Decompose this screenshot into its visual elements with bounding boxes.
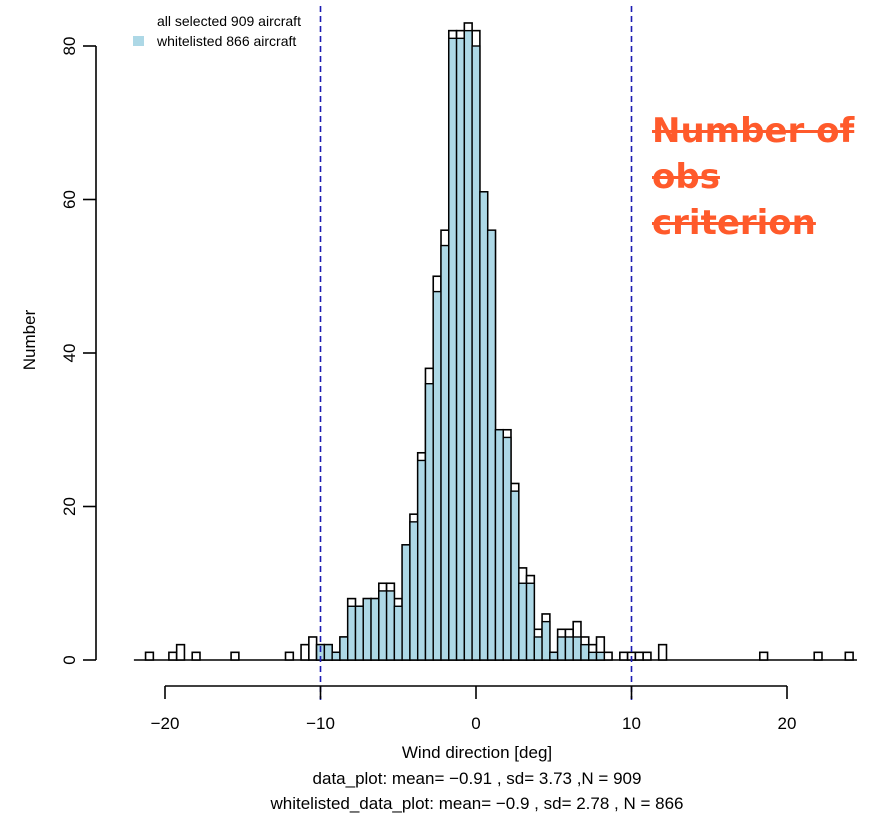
bar-whitelisted xyxy=(347,605,357,661)
y-tick-label: 0 xyxy=(60,655,79,664)
bar-whitelisted xyxy=(502,436,512,661)
bar-all-selected xyxy=(619,651,629,661)
bar-whitelisted xyxy=(549,651,559,661)
bar-all-selected xyxy=(603,651,613,661)
bar-whitelisted xyxy=(463,29,473,661)
legend-entry-whitelisted: whitelisted 866 aircraft xyxy=(156,33,296,49)
reference-lines xyxy=(319,6,633,700)
bar-whitelisted xyxy=(370,597,380,661)
bar-all-selected xyxy=(813,651,823,661)
bar-whitelisted xyxy=(362,597,372,661)
x-tick-label: 10 xyxy=(622,714,641,733)
x-axis-label: Wind direction [deg] xyxy=(402,743,552,762)
bar-whitelisted xyxy=(424,383,434,661)
bar-all-selected xyxy=(657,643,668,661)
bar-whitelisted xyxy=(409,521,419,661)
bar-whitelisted xyxy=(378,590,388,661)
legend-swatch-whitelisted xyxy=(133,36,144,46)
bar-all-selected xyxy=(642,651,652,661)
y-tick-label: 40 xyxy=(60,344,79,363)
bar-whitelisted xyxy=(588,651,598,661)
bars-whitelisted xyxy=(315,29,605,661)
bar-all-selected xyxy=(175,643,186,661)
legend: all selected 909 aircraft whitelisted 86… xyxy=(133,13,301,49)
bar-whitelisted xyxy=(448,37,458,661)
bar-whitelisted xyxy=(533,636,543,661)
y-tick-label: 60 xyxy=(60,190,79,209)
bar-whitelisted xyxy=(331,651,341,661)
bar-whitelisted xyxy=(416,459,427,661)
bar-all-selected xyxy=(284,651,295,661)
bar-whitelisted xyxy=(494,429,504,661)
bar-whitelisted xyxy=(385,590,396,661)
strikethrough-annotation: Number of obs criterion xyxy=(652,108,890,246)
subtitle-line-1: data_plot: mean= −0.91 , sd= 3.73 ,N = 9… xyxy=(313,769,642,788)
bar-whitelisted xyxy=(323,643,333,661)
bar-whitelisted xyxy=(564,636,574,661)
bar-whitelisted xyxy=(556,636,567,661)
bar-whitelisted xyxy=(471,45,481,661)
x-tick-label: 0 xyxy=(471,714,480,733)
bar-all-selected xyxy=(634,651,644,661)
x-tick-label: −10 xyxy=(306,714,335,733)
bar-all-selected xyxy=(308,636,318,661)
bar-whitelisted xyxy=(580,643,590,661)
bar-all-selected xyxy=(191,651,201,661)
y-tick-label: 20 xyxy=(60,497,79,516)
bar-whitelisted xyxy=(486,229,497,661)
bar-whitelisted xyxy=(455,37,466,661)
bar-whitelisted xyxy=(440,244,450,661)
bar-whitelisted xyxy=(541,620,551,661)
bar-whitelisted xyxy=(393,605,403,661)
bar-all-selected xyxy=(144,651,155,661)
bar-whitelisted xyxy=(525,582,536,661)
bar-whitelisted xyxy=(518,582,528,661)
bar-all-selected xyxy=(300,643,310,661)
bar-all-selected xyxy=(230,651,240,661)
y-axis: 0 20 40 60 80 xyxy=(60,37,97,665)
annotation-line-2: obs xyxy=(652,157,720,197)
annotation-line-3: criterion xyxy=(652,203,816,243)
x-tick-label: 20 xyxy=(778,714,797,733)
bar-whitelisted xyxy=(354,605,364,661)
bar-all-selected xyxy=(758,651,769,661)
bar-whitelisted xyxy=(595,651,605,661)
bar-whitelisted xyxy=(432,290,442,661)
bar-whitelisted xyxy=(510,490,520,661)
legend-entry-all: all selected 909 aircraft xyxy=(157,13,301,29)
bar-whitelisted xyxy=(401,544,411,661)
y-axis-label: Number xyxy=(20,309,39,370)
bar-all-selected xyxy=(168,651,178,661)
x-axis: −20 −10 0 10 20 xyxy=(151,685,797,733)
bar-all-selected xyxy=(844,651,854,661)
bar-whitelisted xyxy=(339,636,349,661)
bar-whitelisted xyxy=(479,191,489,661)
subtitle-line-2: whitelisted_data_plot: mean= −0.9 , sd= … xyxy=(269,794,683,813)
annotation-line-1: Number of xyxy=(652,111,855,151)
y-tick-label: 80 xyxy=(60,37,79,56)
bar-whitelisted xyxy=(572,636,582,661)
x-tick-label: −20 xyxy=(151,714,180,733)
